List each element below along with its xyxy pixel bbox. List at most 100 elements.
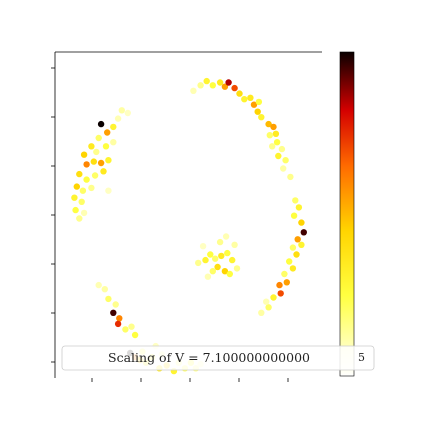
data-point (278, 145, 286, 153)
data-point (300, 229, 307, 236)
data-point (290, 212, 298, 219)
data-point (221, 268, 229, 275)
data-point (79, 187, 87, 194)
data-point (293, 251, 300, 258)
data-point (273, 139, 281, 146)
data-point (216, 238, 224, 246)
data-point (209, 268, 216, 275)
data-point (91, 172, 99, 179)
data-point (221, 83, 229, 90)
data-point (131, 331, 139, 339)
data-point (110, 123, 117, 131)
data-point (222, 233, 230, 240)
data-point (229, 256, 236, 264)
data-point (212, 255, 219, 262)
data-point (72, 206, 79, 214)
colorbar-gradient (339, 51, 355, 377)
data-point (105, 295, 112, 303)
data-point (88, 184, 95, 192)
y-ticks (51, 67, 55, 363)
data-point (95, 281, 102, 289)
data-point (93, 148, 100, 156)
data-point (73, 183, 81, 190)
data-point (112, 301, 119, 308)
data-point (100, 168, 107, 175)
data-point (255, 98, 263, 106)
data-point (282, 157, 289, 164)
data-point (281, 270, 288, 278)
data-point (286, 258, 293, 265)
data-point (97, 120, 105, 128)
data-point (88, 143, 95, 150)
data-point (265, 304, 272, 311)
plot-axes (51, 51, 322, 382)
data-point (83, 176, 90, 183)
data-point (247, 94, 254, 102)
data-point (102, 143, 110, 150)
data-point (71, 194, 78, 201)
data-point (292, 197, 299, 204)
data-point (231, 241, 238, 248)
data-point (101, 286, 109, 293)
legend: Scaling of V = 7.100000000000 5 (61, 345, 375, 371)
data-point (263, 298, 270, 305)
data-point (80, 151, 88, 158)
data-point (114, 115, 122, 122)
data-point (298, 219, 305, 226)
data-point (105, 187, 112, 194)
data-point (276, 281, 283, 289)
data-point (116, 315, 123, 322)
data-point (258, 114, 265, 121)
data-point (76, 170, 83, 178)
data-point (90, 158, 98, 165)
data-point (209, 82, 216, 89)
data-point (199, 243, 207, 250)
data-point (294, 236, 301, 243)
data-point (233, 265, 241, 272)
data-point (269, 143, 276, 150)
scatter-series (71, 77, 307, 375)
colorbar-tick-label: 5 (358, 351, 365, 364)
data-point (203, 77, 210, 85)
data-point (124, 109, 131, 117)
data-point (110, 309, 117, 316)
data-point (236, 90, 243, 97)
x-ticks (91, 378, 289, 382)
data-point (118, 107, 126, 114)
data-point (122, 326, 129, 333)
data-point (224, 249, 231, 257)
data-point (266, 132, 273, 139)
data-point (110, 139, 117, 146)
data-point (298, 241, 305, 248)
data-point (231, 84, 238, 92)
data-point (214, 263, 221, 271)
data-point (202, 256, 209, 264)
data-point (207, 251, 214, 258)
data-point (250, 101, 258, 108)
data-point (258, 309, 265, 316)
data-point (265, 120, 272, 128)
data-point (190, 87, 197, 95)
data-point (76, 215, 83, 222)
data-point (114, 320, 122, 328)
data-point (225, 79, 232, 86)
data-point (295, 204, 303, 211)
data-point (97, 159, 105, 167)
data-point (80, 209, 88, 217)
data-point (226, 270, 233, 278)
colorbar (339, 51, 355, 377)
data-point (289, 265, 297, 272)
data-point (218, 252, 225, 260)
data-point (204, 273, 212, 280)
data-point (283, 279, 290, 286)
data-point (280, 165, 287, 172)
data-point (105, 157, 112, 164)
data-point (287, 173, 294, 181)
data-point (197, 82, 204, 89)
legend-label: Scaling of V = 7.100000000000 (108, 350, 310, 365)
data-point (277, 290, 284, 297)
data-point (104, 129, 111, 136)
data-point (270, 294, 277, 301)
data-point (272, 130, 280, 137)
